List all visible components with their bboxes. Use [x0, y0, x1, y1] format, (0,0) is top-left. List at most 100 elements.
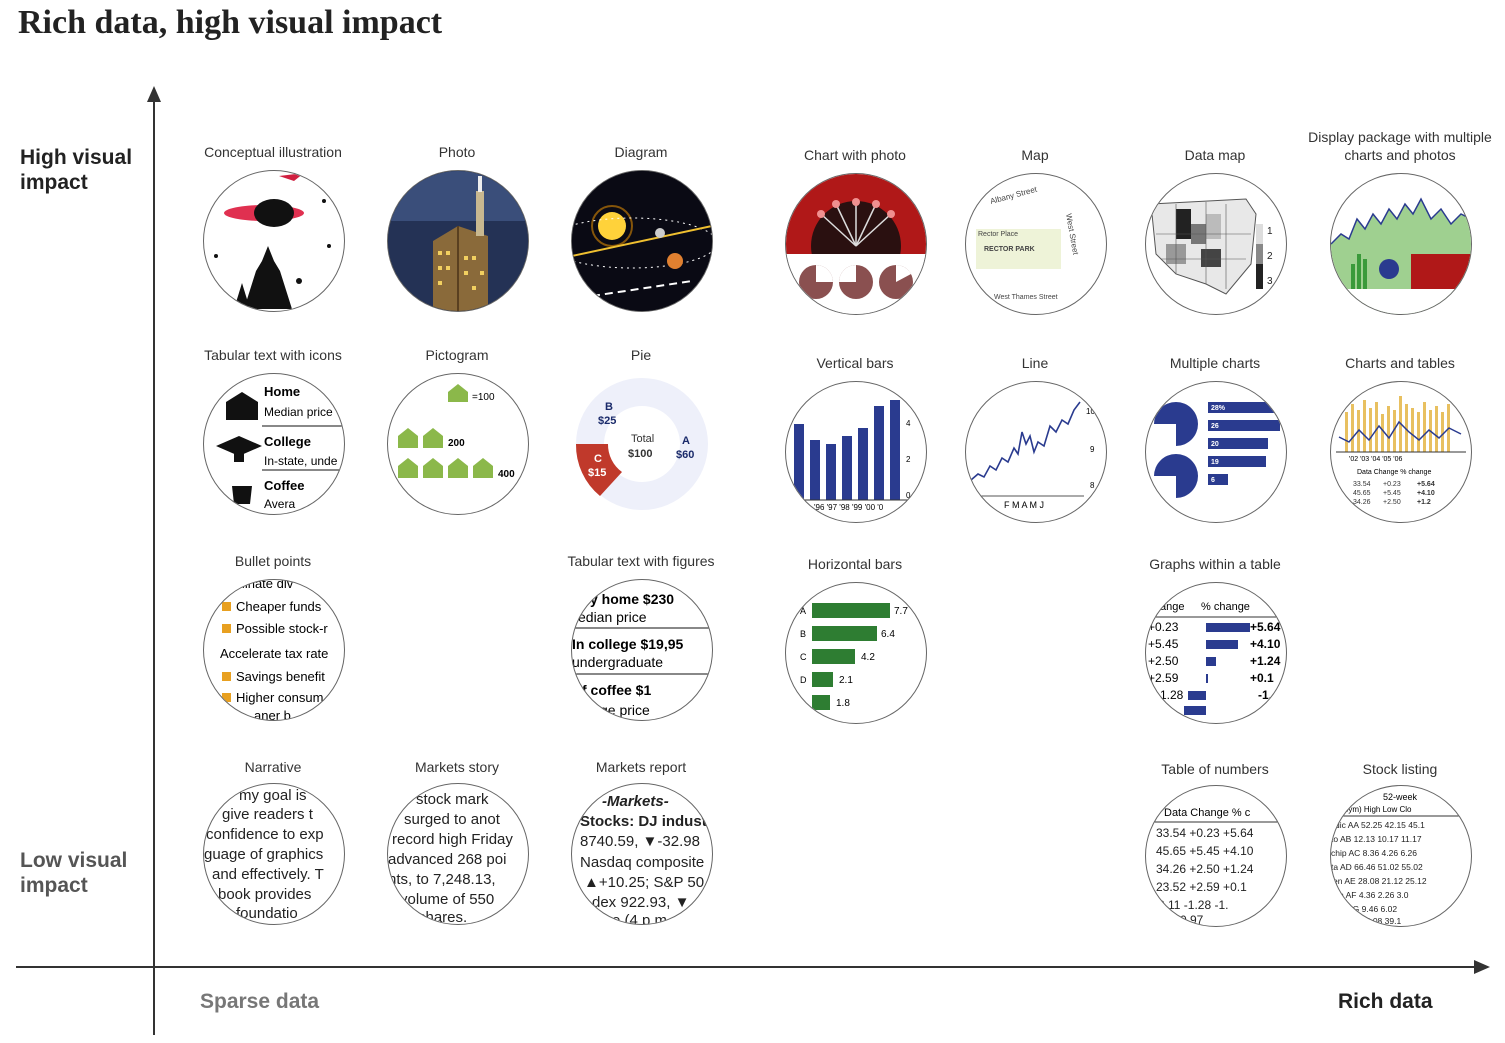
svg-text:+5.64: +5.64 — [1417, 481, 1435, 488]
item-label: Stock listing — [1362, 761, 1438, 777]
item-label: Narrative — [244, 759, 302, 775]
item-charts-and-tables: Charts and tables '02 '03 '04 '05 '06 Da… — [1305, 354, 1495, 524]
x-axis-low-label: Sparse data — [200, 990, 320, 1013]
item-narrative: Narrative my goal is give readers t conf… — [178, 758, 368, 928]
chart-with-photo-graphic — [786, 174, 926, 314]
item-display-package: Display package with multiple charts and… — [1305, 128, 1495, 315]
item-label: Markets story — [414, 759, 499, 775]
narrative-line-6: book provides — [218, 886, 311, 903]
ct-years: '02 '03 '04 '05 '06 — [1349, 456, 1402, 463]
pictogram-value-3: 400 — [498, 469, 515, 480]
conceptual-illustration-graphic — [214, 173, 331, 309]
item-label: Multiple charts — [1169, 355, 1261, 371]
item-line: Line F M A M J 10 9 8 — [940, 354, 1130, 524]
tf-row-5: ge price — [600, 702, 650, 718]
item-label: Display package with multiple charts and… — [1308, 129, 1492, 163]
data-map-thumbnail: 1 2 3 — [1145, 173, 1287, 315]
pictogram-value-2: 200 — [448, 438, 465, 449]
line-ytick-1: 10 — [1086, 407, 1095, 416]
item-tabular-text-icons: Tabular text with icons Home Median pric… — [178, 346, 368, 516]
ms-line-5: nts, to 7,248.13, — [388, 871, 496, 888]
bullet-0: minate div — [234, 580, 294, 591]
tn-row-4: 23.52 +2.59 +0.1 — [1156, 880, 1247, 894]
svg-text:+5.45: +5.45 — [1383, 490, 1401, 497]
bullet-3: Accelerate tax rate — [220, 646, 328, 661]
pictogram-value-1: =100 — [472, 392, 495, 403]
narrative-line-7: foundatio — [236, 905, 298, 922]
markets-report-graphic: -Markets- Stocks: DJ industri 8740.59, ▼… — [580, 793, 712, 924]
row-home: Home — [264, 384, 300, 399]
gt-head-1: ange — [1160, 601, 1184, 613]
sl-head-1: 52-week — [1383, 792, 1418, 802]
x-axis-arrow-icon — [1474, 960, 1490, 974]
gt-left-5: -1.28 — [1156, 688, 1184, 702]
tf-row-0: y home $230 — [590, 591, 674, 607]
stock-listing-graphic: 52-week Sym) High Low Clo dic AA 52.25 4… — [1331, 792, 1471, 926]
item-label: Diagram — [614, 144, 668, 160]
narrative-line-4: guage of graphics — [204, 846, 323, 863]
x-axis — [16, 966, 1486, 968]
horizontal-bars-thumbnail: A B C D 7.7 6.4 4.2 2.1 1.8 — [785, 582, 927, 724]
item-graphs-within-table: Graphs within a table ange % change +0.2… — [1120, 555, 1310, 725]
map-park: RECTOR PARK — [984, 246, 1035, 253]
hbar-value-5: 1.8 — [836, 698, 850, 709]
pie-c: C — [594, 453, 602, 465]
y-axis — [153, 95, 155, 1035]
pictogram-graphic: =100 200 400 — [398, 384, 515, 480]
item-label: Tabular text with icons — [204, 347, 342, 363]
bullet-points-thumbnail: minate div Cheaper funds Possible stock-… — [203, 579, 345, 721]
multiple-charts-graphic: 28% 26 20 19 6 — [1154, 402, 1286, 498]
map-street-4: West Thames Street — [994, 294, 1058, 301]
row-coffee: Coffee — [264, 478, 304, 493]
item-label: Data map — [1184, 147, 1246, 163]
item-pie: Pie B $25 Total $100 A $60 C $15 — [546, 346, 736, 516]
pictogram-thumbnail: =100 200 400 — [387, 373, 529, 515]
item-pictogram: Pictogram =100 200 400 — [362, 346, 552, 516]
markets-story-graphic: stock mark surged to anot record high Fr… — [388, 791, 513, 924]
diagram-graphic — [572, 171, 712, 311]
tn-head: Data Change % c — [1164, 807, 1251, 819]
item-label: Pictogram — [425, 347, 489, 363]
tn-row-1: 33.54 +0.23 +5.64 — [1156, 826, 1254, 840]
narrative-line-1: my goal is — [239, 787, 307, 804]
mr-line-7: e (4 p m — [612, 912, 667, 924]
item-label: Conceptual illustration — [204, 144, 342, 160]
bullet-6: aner b — [254, 708, 291, 720]
diagram-thumbnail — [571, 170, 713, 312]
map-street-3: West Street — [1064, 213, 1080, 256]
display-package-graphic — [1331, 197, 1471, 314]
graphs-within-table-graphic: ange % change +0.23 +5.45 +2.50 +2.59 -1… — [1146, 601, 1286, 715]
pie-a-value: $60 — [676, 449, 694, 461]
page-title: Rich data, high visual impact — [18, 4, 443, 41]
bullet-4: Savings benefit — [236, 669, 325, 684]
narrative-line-2: give readers t — [222, 806, 314, 823]
gt-left-3: +2.50 — [1148, 654, 1179, 668]
narrative-line-5: and effectively. T — [212, 866, 324, 883]
mc-bar-4: 19 — [1211, 459, 1219, 466]
hbar-value-3: 4.2 — [861, 652, 875, 663]
item-vertical-bars: Vertical bars '96 '97 '98 '99 '00 '0 4 2… — [760, 354, 950, 524]
mc-bar-5: 6 — [1211, 477, 1215, 484]
x-axis-high-label: Rich data — [1338, 990, 1433, 1013]
item-label: Line — [1021, 355, 1049, 371]
graduation-cap-icon — [216, 436, 262, 456]
ms-line-7: shares. — [418, 909, 467, 924]
hbar-value-4: 2.1 — [839, 675, 853, 686]
item-markets-report: Markets report -Markets- Stocks: DJ indu… — [546, 758, 736, 928]
charts-and-tables-thumbnail: '02 '03 '04 '05 '06 Data Change % change… — [1330, 381, 1472, 523]
ms-line-2: surged to anot — [404, 811, 501, 828]
pie-thumbnail: B $25 Total $100 A $60 C $15 — [571, 373, 713, 515]
row-college-sub: In-state, unde — [264, 454, 338, 468]
mc-bar-2: 26 — [1211, 423, 1219, 430]
item-stock-listing: Stock listing 52-week Sym) High Low Clo … — [1305, 760, 1495, 930]
photo-graphic — [388, 171, 528, 311]
line-xticks: F M A M J — [1004, 500, 1044, 510]
map-graphic: Albany Street Rector Place RECTOR PARK W… — [976, 185, 1080, 301]
pie-b-value: $25 — [598, 415, 616, 427]
pie-b: B — [605, 401, 613, 413]
svg-text:33.54: 33.54 — [1353, 481, 1371, 488]
gt-left-4: +2.59 — [1148, 671, 1179, 685]
item-tabular-text-figures: Tabular text with figures y home $230 ed… — [546, 552, 736, 722]
gt-right-5: -1. — [1258, 688, 1272, 702]
tf-row-2: In college $19,95 — [572, 636, 683, 652]
